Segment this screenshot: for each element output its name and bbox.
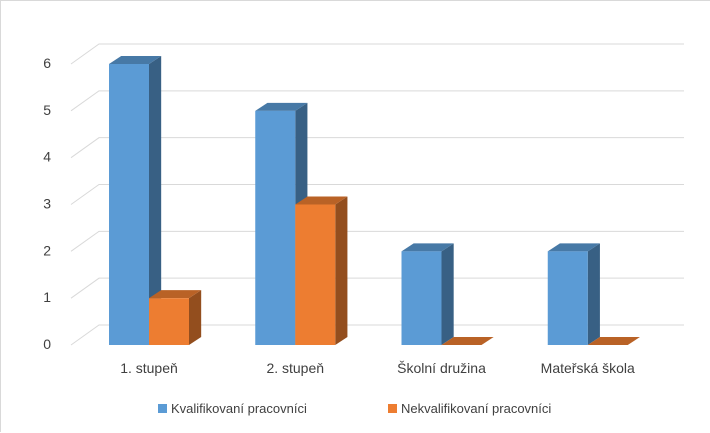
bar-top	[547, 243, 600, 252]
bar-side	[587, 243, 600, 345]
y-tick-label: 0	[43, 336, 51, 352]
bar-top	[441, 337, 494, 345]
bars	[109, 56, 640, 345]
bar	[401, 243, 454, 345]
bar-top	[255, 102, 308, 111]
y-tick-label: 1	[43, 289, 51, 305]
y-tick-label: 5	[43, 102, 51, 118]
legend-item: Nekvalifikovaní pracovníci	[388, 401, 551, 416]
bar-front	[255, 110, 296, 345]
bar-side	[441, 243, 454, 345]
bar	[109, 56, 162, 345]
bar-front	[295, 204, 336, 345]
y-tick-label: 2	[43, 242, 51, 258]
legend-item: Kvalifikovaní pracovníci	[158, 401, 307, 416]
gridline	[70, 324, 684, 346]
category-label: Mateřská škola	[541, 360, 635, 376]
y-tick-label: 6	[43, 55, 51, 71]
gridline	[70, 90, 684, 112]
category-label: 2. stupeň	[266, 360, 324, 376]
x-axis: 1. stupeň 2. stupeň Školní družina Mateřská…	[120, 360, 635, 376]
bar-top	[401, 243, 454, 252]
legend: Kvalifikovaní pracovníci Nekvalifikovaní …	[158, 401, 551, 416]
bar-top	[587, 337, 640, 345]
bar	[587, 337, 640, 345]
bar-front	[149, 298, 189, 345]
bar-top	[109, 56, 162, 64]
bar	[295, 196, 348, 345]
bar-front	[109, 64, 149, 345]
bar-front	[547, 251, 588, 345]
gridline	[70, 184, 684, 205]
bar	[547, 243, 600, 345]
gridline	[70, 230, 684, 252]
bar-side	[189, 290, 202, 345]
legend-label: Nekvalifikovaní pracovníci	[401, 401, 551, 416]
gridline	[70, 277, 684, 299]
gridline	[70, 43, 684, 65]
gridline	[70, 137, 684, 159]
bar-top	[149, 290, 202, 299]
y-axis: 0 1 2 3 4 5 6	[43, 55, 51, 352]
y-tick-label: 4	[43, 149, 51, 165]
bar-front	[401, 251, 442, 345]
category-label: 1. stupeň	[120, 360, 178, 376]
legend-label: Kvalifikovaní pracovníci	[171, 401, 307, 416]
legend-swatch	[388, 404, 397, 413]
legend-swatch	[158, 404, 167, 413]
bar	[149, 290, 202, 345]
bar-side	[335, 196, 348, 345]
gridlines	[70, 43, 684, 346]
bar-side	[149, 56, 162, 345]
bar	[441, 337, 494, 345]
y-tick-label: 3	[43, 196, 51, 212]
category-label: Školní družina	[397, 360, 486, 376]
bar-top	[295, 196, 348, 205]
